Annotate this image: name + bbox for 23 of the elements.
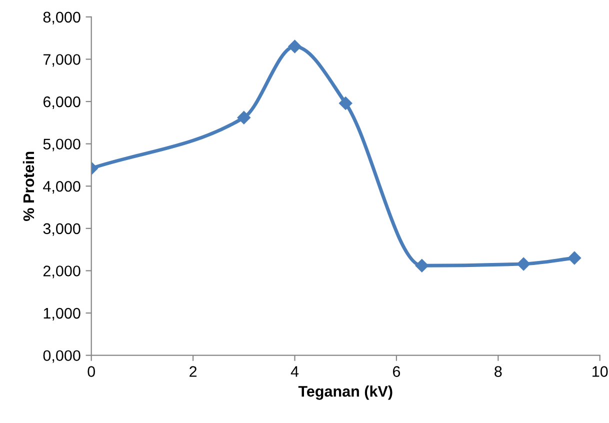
y-tick-label: 5,000 xyxy=(43,138,80,152)
y-tick-label: 1,000 xyxy=(44,308,80,321)
y-tick-label: 0,000 xyxy=(43,350,80,363)
x-tick-label: 10 xyxy=(592,366,608,377)
x-tick-label: 0 xyxy=(88,366,95,377)
y-axis-title: % Protein xyxy=(22,152,34,221)
point xyxy=(288,40,302,54)
x-tick-label: 6 xyxy=(392,366,400,377)
point xyxy=(517,257,530,271)
x-tick-label: 8 xyxy=(494,366,502,377)
y-tick-label: 2,000 xyxy=(43,266,80,278)
point xyxy=(415,259,428,272)
y-tick-label: 7,000 xyxy=(43,54,80,67)
y-tick-label: 3,000 xyxy=(43,223,80,236)
x-tick-label: 4 xyxy=(290,366,299,377)
y-tick-label: 4,000 xyxy=(43,180,80,194)
x-axis-title: Teganan (kV) xyxy=(298,386,392,400)
y-tick-label: 8,000 xyxy=(43,12,80,24)
point xyxy=(568,251,582,265)
x-tick-label: 2 xyxy=(190,366,197,377)
y-tick-label: 6,000 xyxy=(43,96,80,110)
point xyxy=(237,111,250,124)
point xyxy=(339,96,352,110)
